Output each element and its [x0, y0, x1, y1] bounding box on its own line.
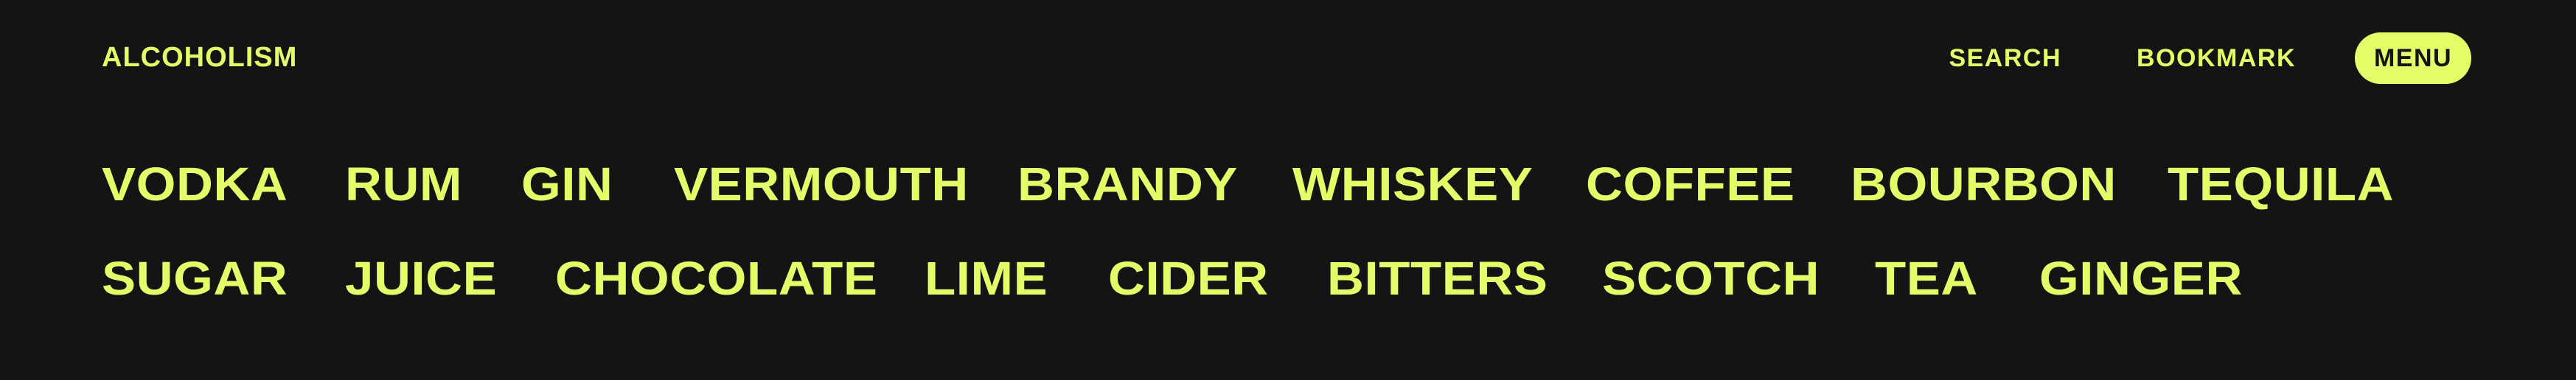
tag-brandy[interactable]: BRANDY — [1017, 158, 1239, 211]
tag-vermouth[interactable]: VERMOUTH — [674, 158, 969, 211]
tag-chocolate[interactable]: CHOCOLATE — [554, 252, 878, 305]
tag-sugar[interactable]: SUGAR — [102, 252, 288, 305]
tag-row-1: VODKA RUM GIN VERMOUTH BRANDY WHISKEY CO… — [102, 147, 2476, 221]
tag-gin[interactable]: GIN — [521, 158, 613, 211]
tag-juice[interactable]: JUICE — [344, 252, 497, 305]
brand-logo-link[interactable]: ALCOHOLISM — [102, 42, 298, 73]
tag-tea[interactable]: TEA — [1874, 252, 1978, 305]
tag-cider[interactable]: CIDER — [1107, 252, 1269, 305]
tag-ginger[interactable]: GINGER — [2039, 252, 2243, 305]
tag-coffee[interactable]: COFFEE — [1586, 158, 1795, 211]
bookmark-link[interactable]: BOOKMARK — [2137, 44, 2296, 72]
tag-whiskey[interactable]: WHISKEY — [1292, 158, 1534, 211]
header-actions: SEARCH BOOKMARK MENU — [1949, 32, 2471, 84]
tag-tequila[interactable]: TEQUILA — [2168, 158, 2395, 211]
tag-rum[interactable]: RUM — [344, 158, 462, 211]
menu-button[interactable]: MENU — [2355, 32, 2471, 84]
tag-vodka[interactable]: VODKA — [102, 158, 288, 211]
tag-bitters[interactable]: BITTERS — [1327, 252, 1548, 305]
top-navigation-bar: ALCOHOLISM SEARCH BOOKMARK MENU — [0, 0, 2576, 110]
tag-bourbon[interactable]: BOURBON — [1850, 158, 2117, 211]
search-link[interactable]: SEARCH — [1949, 44, 2062, 72]
ingredient-tag-list: VODKA RUM GIN VERMOUTH BRANDY WHISKEY CO… — [102, 147, 2476, 336]
tag-lime[interactable]: LIME — [924, 252, 1048, 305]
tag-scotch[interactable]: SCOTCH — [1602, 252, 1820, 305]
tag-row-2: SUGAR JUICE CHOCOLATE LIME CIDER BITTERS… — [102, 242, 2476, 315]
